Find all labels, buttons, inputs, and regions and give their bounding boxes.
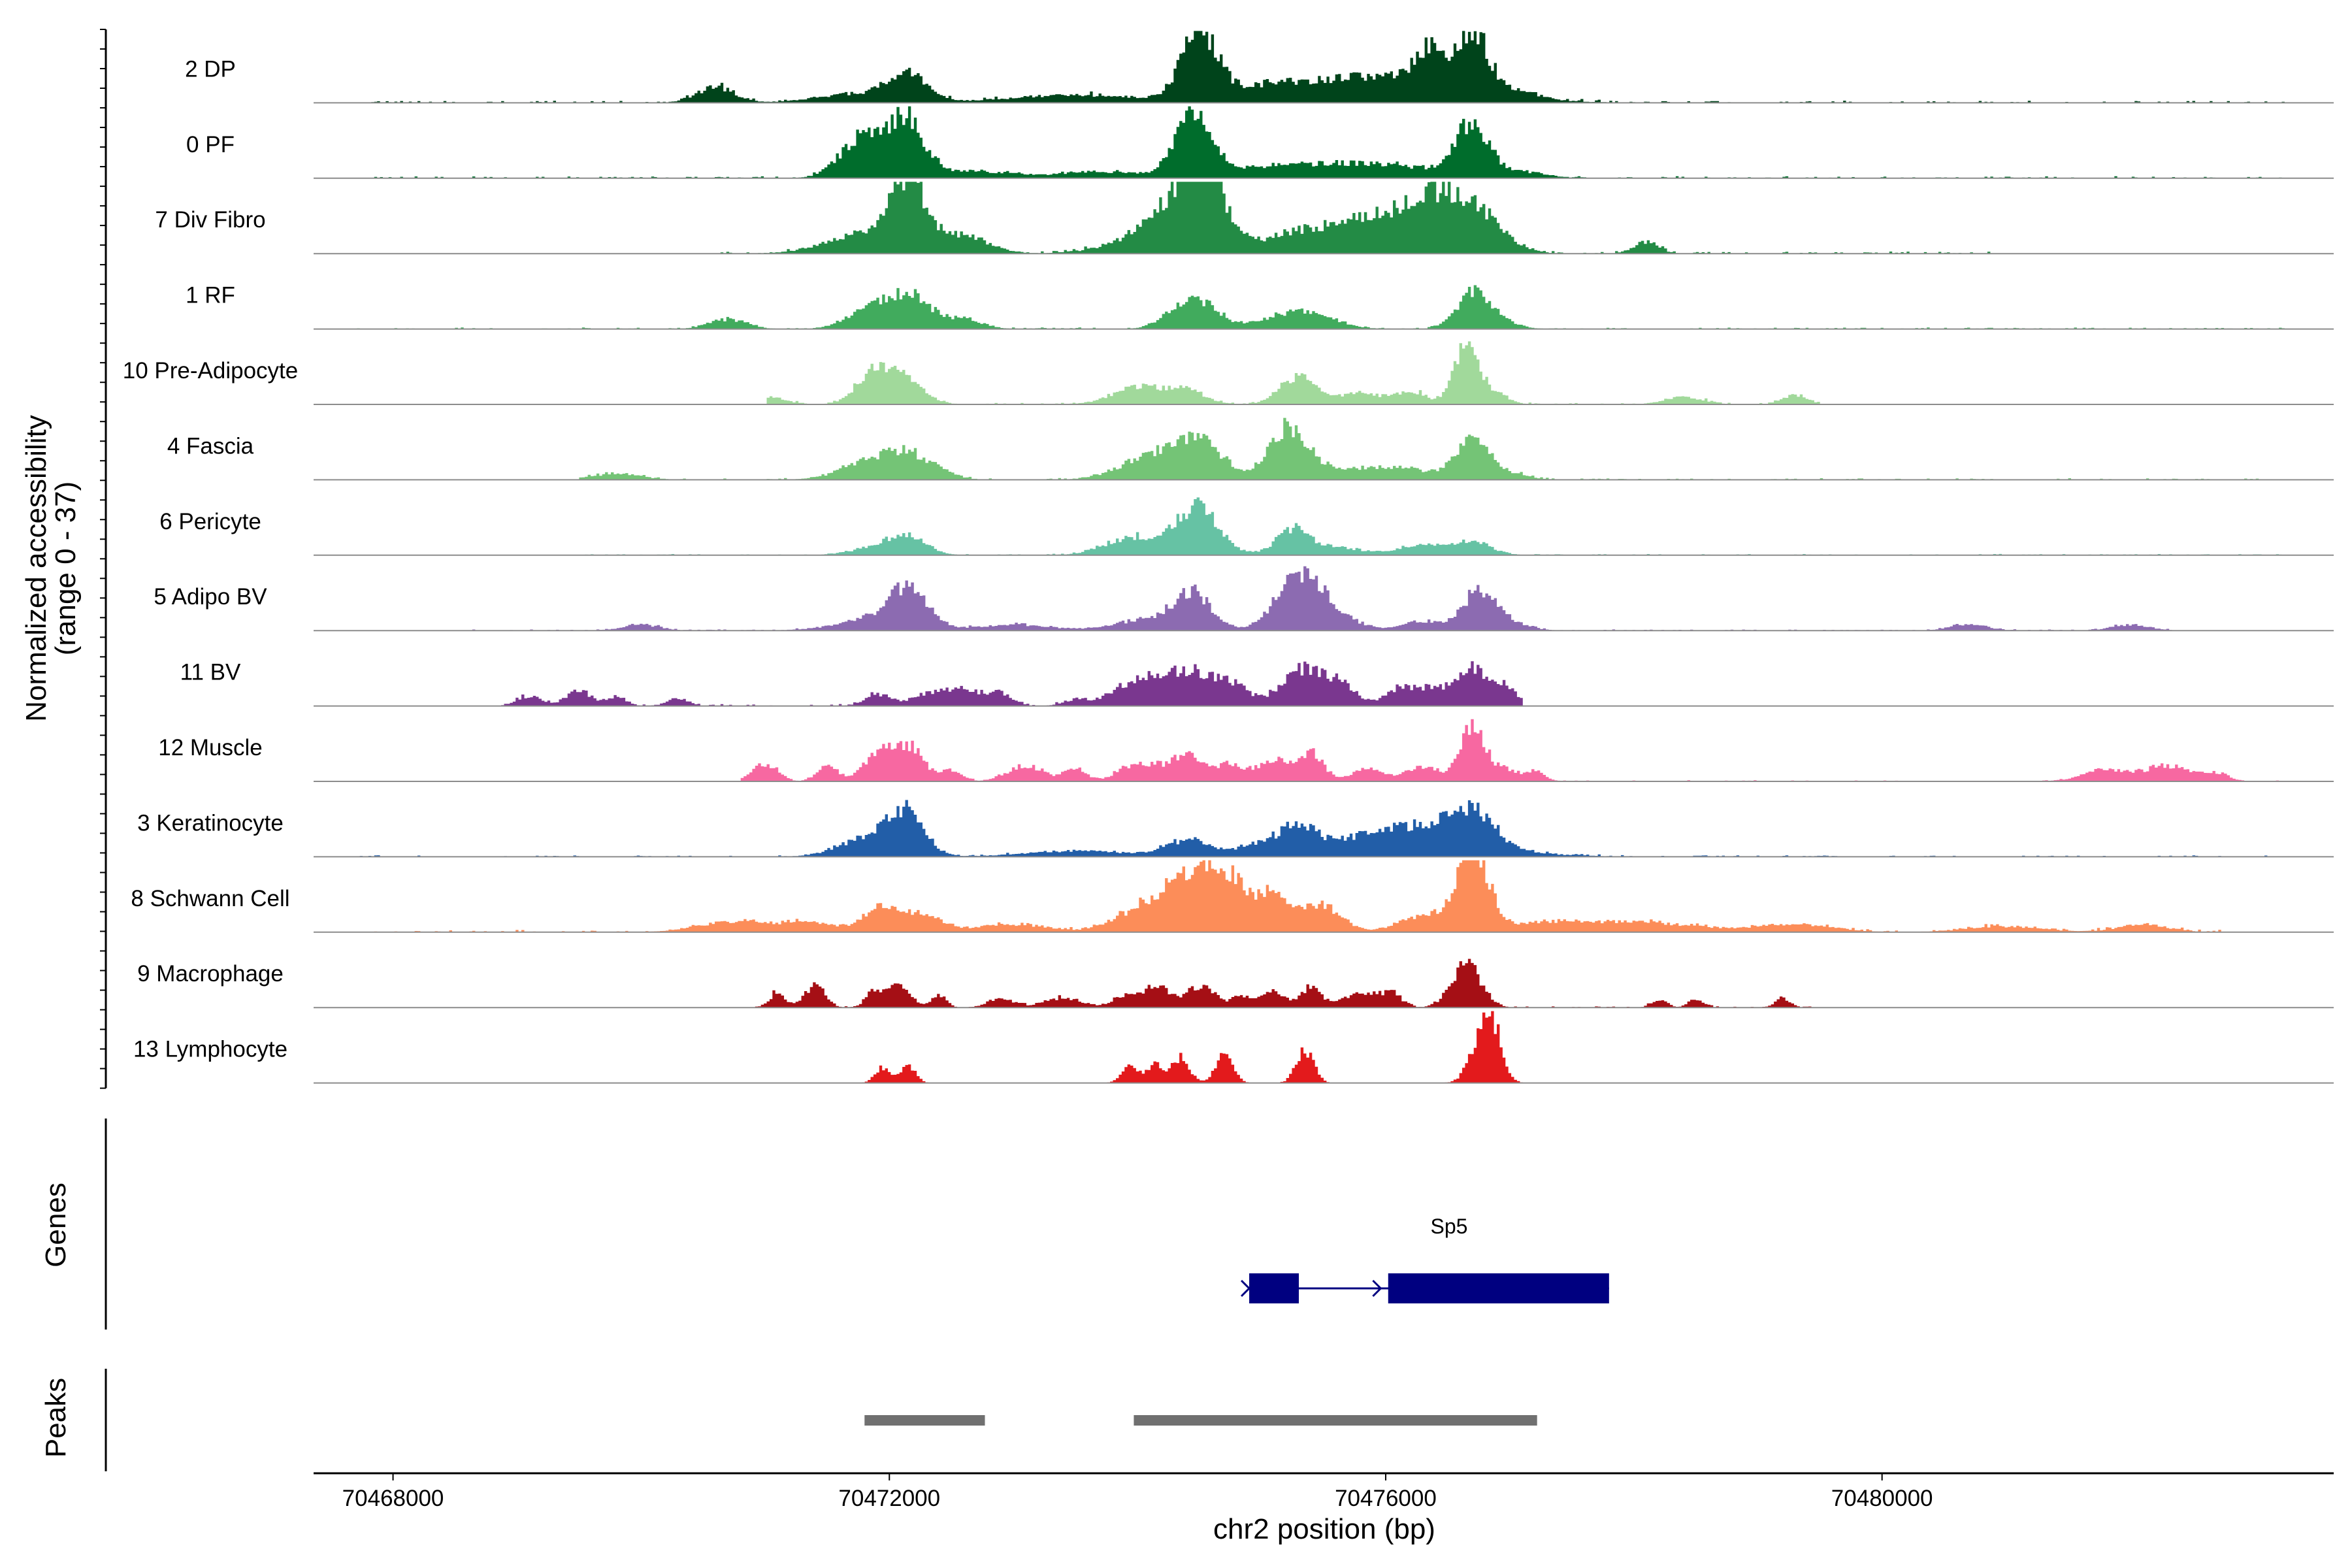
strand-arrow [1372,1279,1382,1298]
track-9-macrophage: 9 Macrophage [137,958,2334,1009]
x-tick-label: 70480000 [1831,1486,1933,1511]
track-7-div-fibro: 7 Div Fibro [155,182,2334,255]
track-label: 12 Muscle [158,735,263,760]
coverage-area [314,860,2334,932]
strand-arrow [1240,1279,1251,1298]
coverage-area [314,719,2334,781]
track-label: 10 Pre-Adipocyte [123,358,298,384]
x-axis: chr2 position (bp) 70468000 70472000 70476… [314,1472,2334,1545]
accessibility-y-axis: Normalized accessibility (range 0 - 37) [20,29,107,1089]
track-10-pre-adipocyte: 10 Pre-Adipocyte [123,341,2334,405]
track-3-keratinocyte: 3 Keratinocyte [137,800,2334,858]
track-label: 11 BV [180,660,241,685]
genes-track-title: Genes [40,1183,72,1267]
coverage-area [314,800,2334,857]
peak-region [1134,1415,1537,1426]
gene-exon [1249,1273,1299,1303]
track-11-bv: 11 BV [180,660,2334,707]
track-8-schwann-cell: 8 Schwann Cell [131,860,2334,933]
coverage-area [314,417,2334,480]
track-label: 8 Schwann Cell [131,886,289,911]
coverage-tracks: 2 DP 0 PF 7 Div Fibro 1 RF 10 Pre-Adipocyte 4… [123,31,2334,1084]
gene-track: Genes Sp5 [40,1119,1609,1330]
coverage-area [314,182,2334,254]
coverage-area [314,341,2334,404]
track-label: 5 Adipo BV [154,584,267,610]
x-tick-label: 70468000 [342,1486,444,1511]
coverage-area [314,661,2334,706]
coverage-area [314,566,2334,631]
gene-sp5: Sp5 [1240,1215,1609,1303]
track-13-lymphocyte: 13 Lymphocyte [133,1011,2334,1084]
coverage-area [314,958,2334,1008]
gene-exon [1388,1273,1609,1303]
x-tick-label: 70472000 [838,1486,940,1511]
track-label: 6 Pericyte [159,509,261,534]
track-1-rf: 1 RF [186,283,2334,330]
track-label: 0 PF [186,132,235,157]
track-label: 7 Div Fibro [155,207,265,233]
track-12-muscle: 12 Muscle [158,719,2334,782]
track-0-pf: 0 PF [186,106,2334,179]
peak-region [864,1415,985,1426]
track-label: 4 Fascia [167,433,254,459]
gene-label: Sp5 [1431,1215,1468,1238]
coverage-area [314,31,2334,103]
track-label: 1 RF [186,283,235,308]
track-5-adipo-bv: 5 Adipo BV [154,566,2334,632]
y-axis-subtitle: (range 0 - 37) [50,482,82,656]
y-axis-title: Normalized accessibility [20,415,52,721]
x-tick-label: 70476000 [1335,1486,1437,1511]
track-6-pericyte: 6 Pericyte [159,497,2334,556]
track-2-dp: 2 DP [185,31,2334,104]
coverage-area [314,285,2334,329]
track-label: 9 Macrophage [137,961,284,987]
track-label: 13 Lymphocyte [133,1037,287,1062]
peaks-track-title: Peaks [40,1378,72,1458]
coverage-area [314,106,2334,178]
peak-track: Peaks [40,1369,1537,1471]
track-4-fascia: 4 Fascia [167,417,2334,481]
track-label: 2 DP [185,56,236,82]
track-label: 3 Keratinocyte [137,810,284,836]
x-axis-title: chr2 position (bp) [1213,1513,1435,1545]
